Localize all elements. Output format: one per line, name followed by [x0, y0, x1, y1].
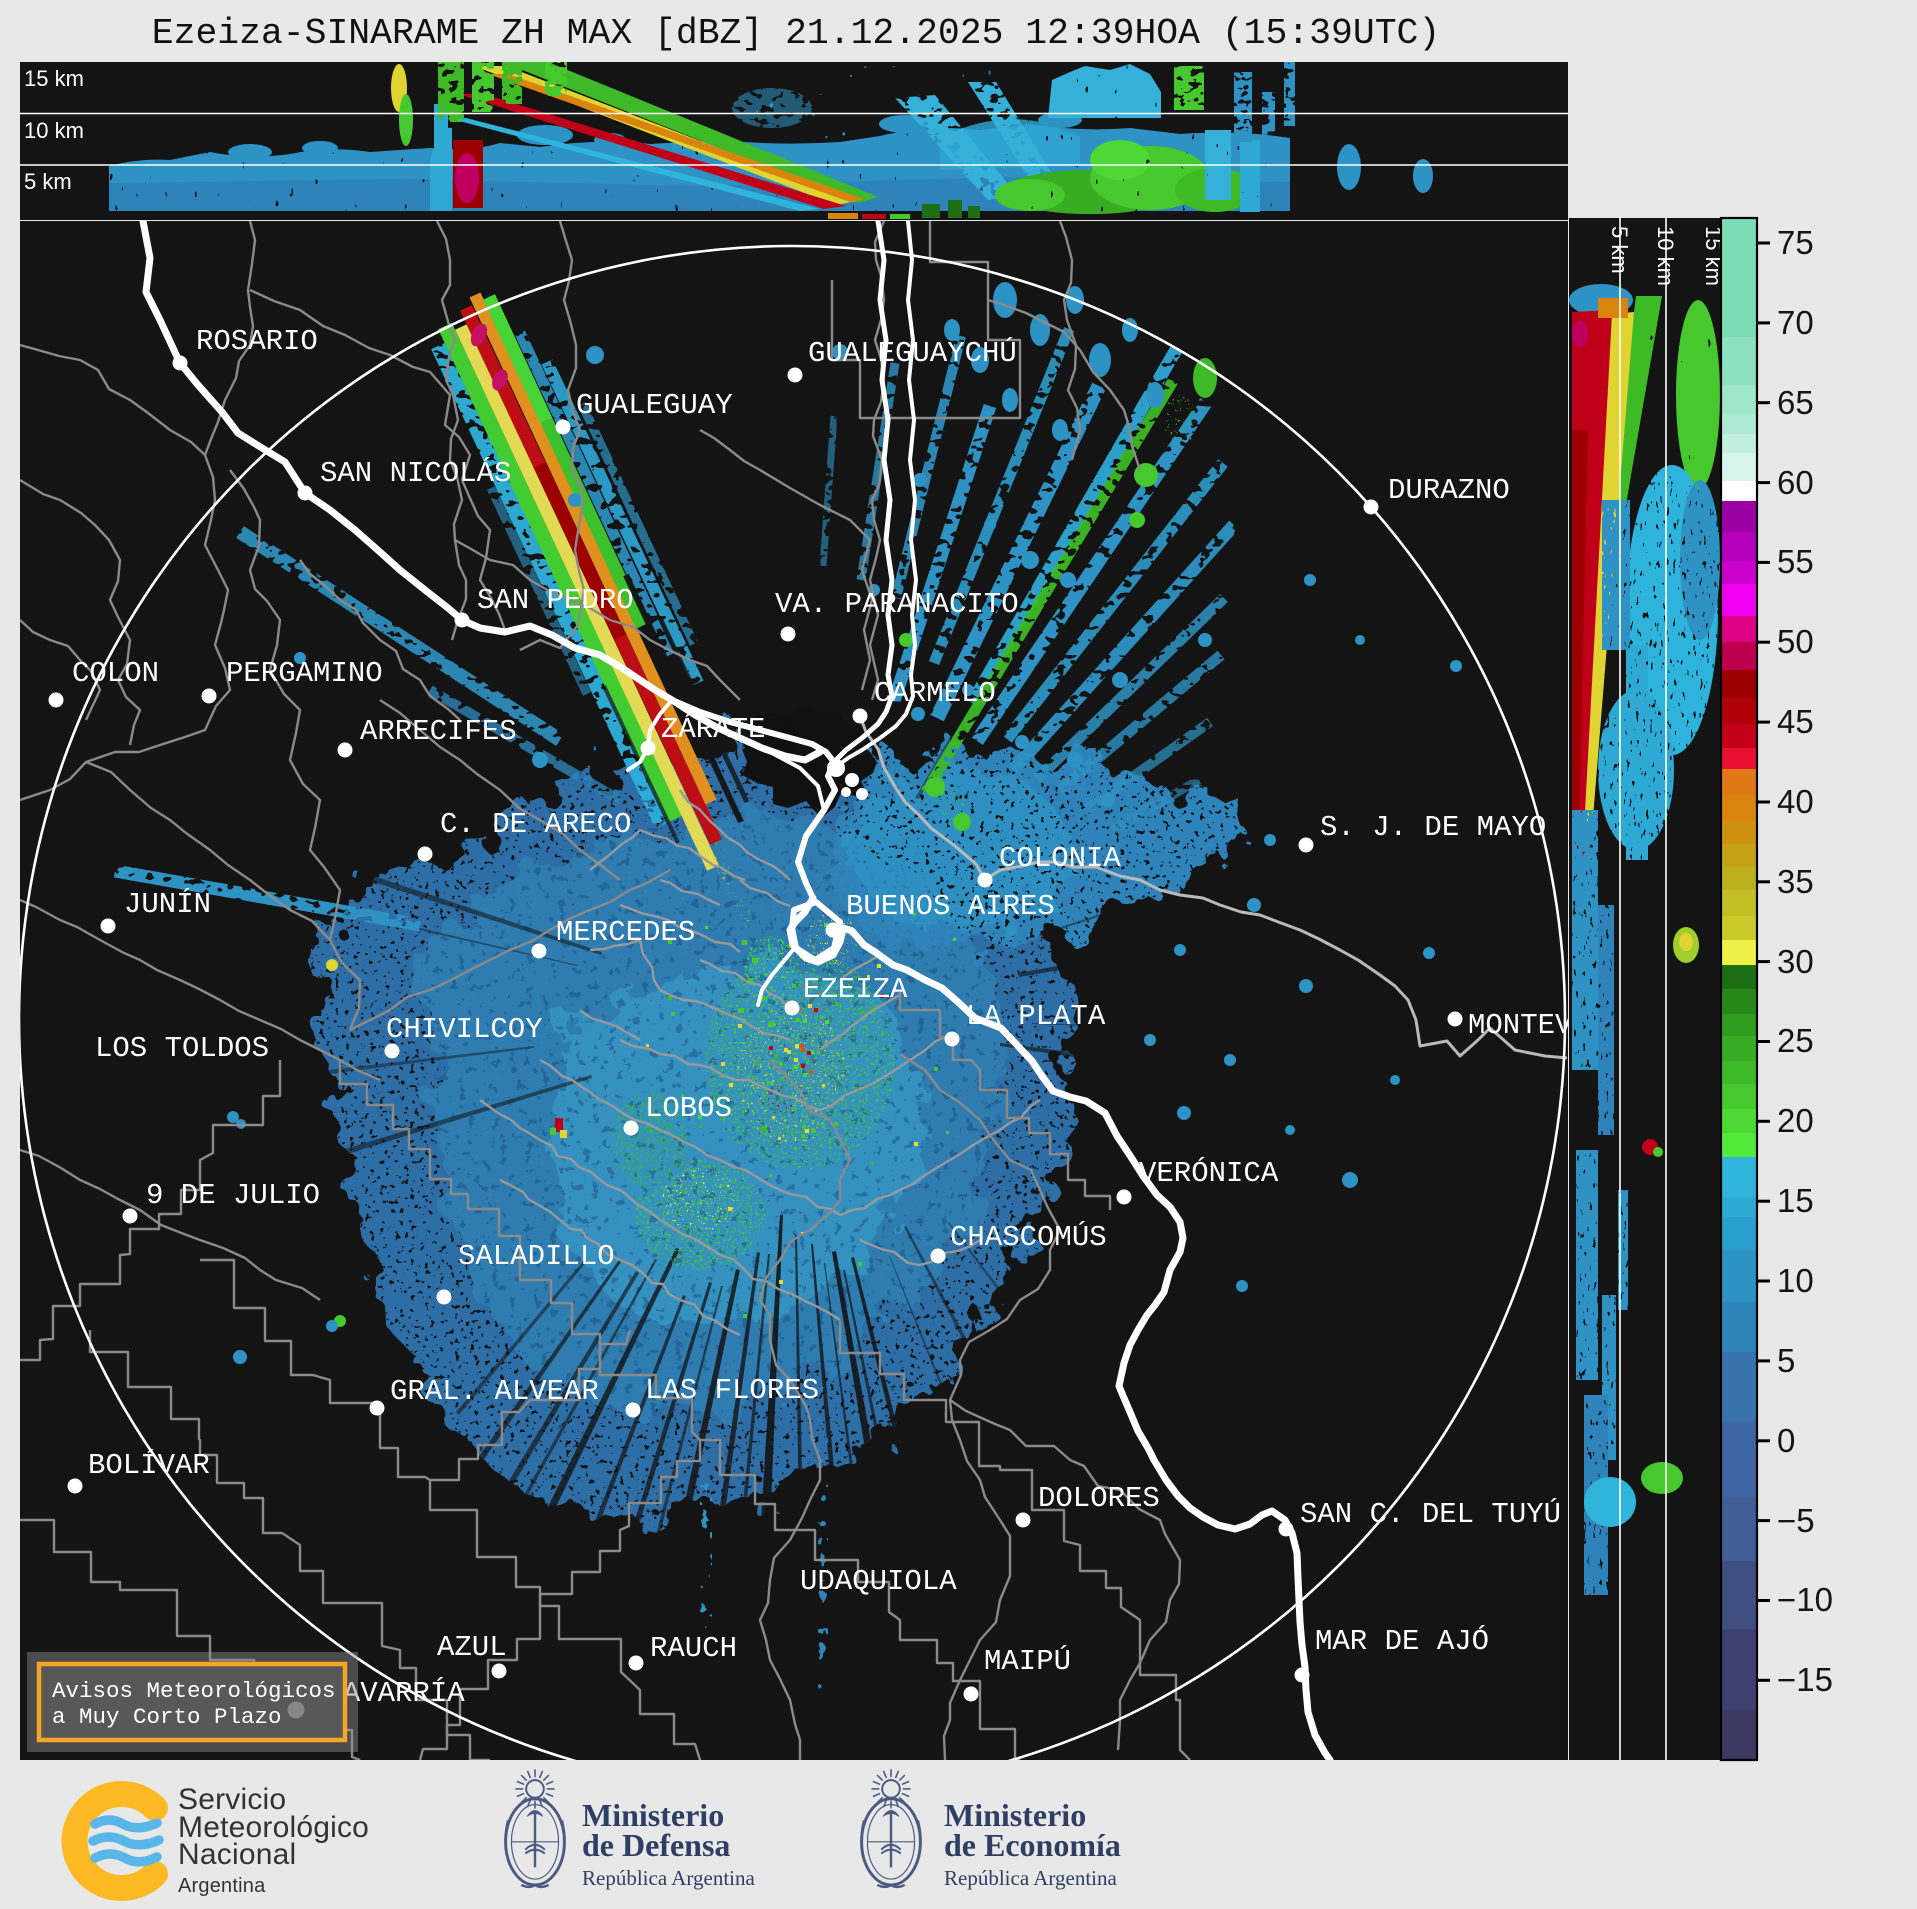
- svg-text:PERGAMINO: PERGAMINO: [226, 657, 383, 690]
- svg-text:EZEIZA: EZEIZA: [803, 973, 908, 1006]
- svg-text:JUNÍN: JUNÍN: [124, 887, 211, 921]
- svg-text:SALADILLO: SALADILLO: [458, 1240, 615, 1273]
- svg-text:GRAL. ALVEAR: GRAL. ALVEAR: [390, 1375, 599, 1408]
- svg-text:DURAZNO: DURAZNO: [1388, 474, 1510, 507]
- svg-text:S. J. DE MAYO: S. J. DE MAYO: [1320, 811, 1546, 844]
- svg-text:LOS TOLDOS: LOS TOLDOS: [95, 1032, 269, 1065]
- svg-text:UDAQUIOLA: UDAQUIOLA: [800, 1565, 957, 1598]
- svg-text:5 km: 5 km: [24, 169, 72, 194]
- svg-text:SAN PEDRO: SAN PEDRO: [477, 584, 634, 617]
- svg-text:ROSARIO: ROSARIO: [196, 325, 318, 358]
- svg-text:GUALEGUAY: GUALEGUAY: [576, 389, 733, 422]
- svg-text:9 DE JULIO: 9 DE JULIO: [146, 1179, 320, 1212]
- svg-text:10 km: 10 km: [1653, 226, 1678, 286]
- svg-text:RAUCH: RAUCH: [650, 1632, 737, 1665]
- svg-text:LAS FLORES: LAS FLORES: [645, 1374, 819, 1407]
- svg-text:SAN NICOLÁS: SAN NICOLÁS: [320, 456, 511, 490]
- svg-text:C. DE ARECO: C. DE ARECO: [440, 808, 631, 841]
- svg-text:ZÁRATE: ZÁRATE: [661, 712, 765, 746]
- svg-text:CHIVILCOY: CHIVILCOY: [386, 1013, 543, 1046]
- svg-text:COLON: COLON: [72, 657, 159, 690]
- svg-text:CHASCOMÚS: CHASCOMÚS: [950, 1220, 1107, 1254]
- svg-text:LOBOS: LOBOS: [645, 1092, 732, 1125]
- svg-text:BOLÍVAR: BOLÍVAR: [88, 1448, 210, 1482]
- svg-text:MAR DE AJÓ: MAR DE AJÓ: [1315, 1624, 1489, 1658]
- svg-text:DOLORES: DOLORES: [1038, 1482, 1160, 1515]
- svg-text:VA. PARANACITO: VA. PARANACITO: [775, 588, 1019, 621]
- svg-text:MAIPÚ: MAIPÚ: [984, 1644, 1071, 1678]
- svg-text:Avisos Meteorológicos: Avisos Meteorológicos: [52, 1678, 336, 1704]
- svg-text:5 km: 5 km: [1607, 226, 1632, 274]
- svg-text:a Muy Corto Plazo: a Muy Corto Plazo: [52, 1704, 282, 1730]
- svg-text:SAN C. DEL TUYÚ: SAN C. DEL TUYÚ: [1300, 1497, 1561, 1531]
- svg-text:CARMELO: CARMELO: [874, 677, 996, 710]
- svg-text:15 km: 15 km: [24, 66, 84, 91]
- svg-text:GUALEGUAYCHÚ: GUALEGUAYCHÚ: [808, 336, 1017, 370]
- svg-text:COLONIA: COLONIA: [999, 842, 1121, 875]
- svg-text:BUENOS AIRES: BUENOS AIRES: [846, 890, 1055, 923]
- svg-text:15 km: 15 km: [1701, 226, 1720, 286]
- svg-text:VERÓNICA: VERÓNICA: [1139, 1156, 1279, 1190]
- svg-text:MONTEVIDEO: MONTEVIDEO: [1468, 1009, 1568, 1042]
- svg-text:LA PLATA: LA PLATA: [966, 1000, 1106, 1033]
- svg-text:MERCEDES: MERCEDES: [556, 916, 695, 949]
- svg-text:AZUL: AZUL: [437, 1631, 507, 1664]
- svg-text:ARRECIFES: ARRECIFES: [360, 715, 517, 748]
- svg-text:10 km: 10 km: [24, 118, 84, 143]
